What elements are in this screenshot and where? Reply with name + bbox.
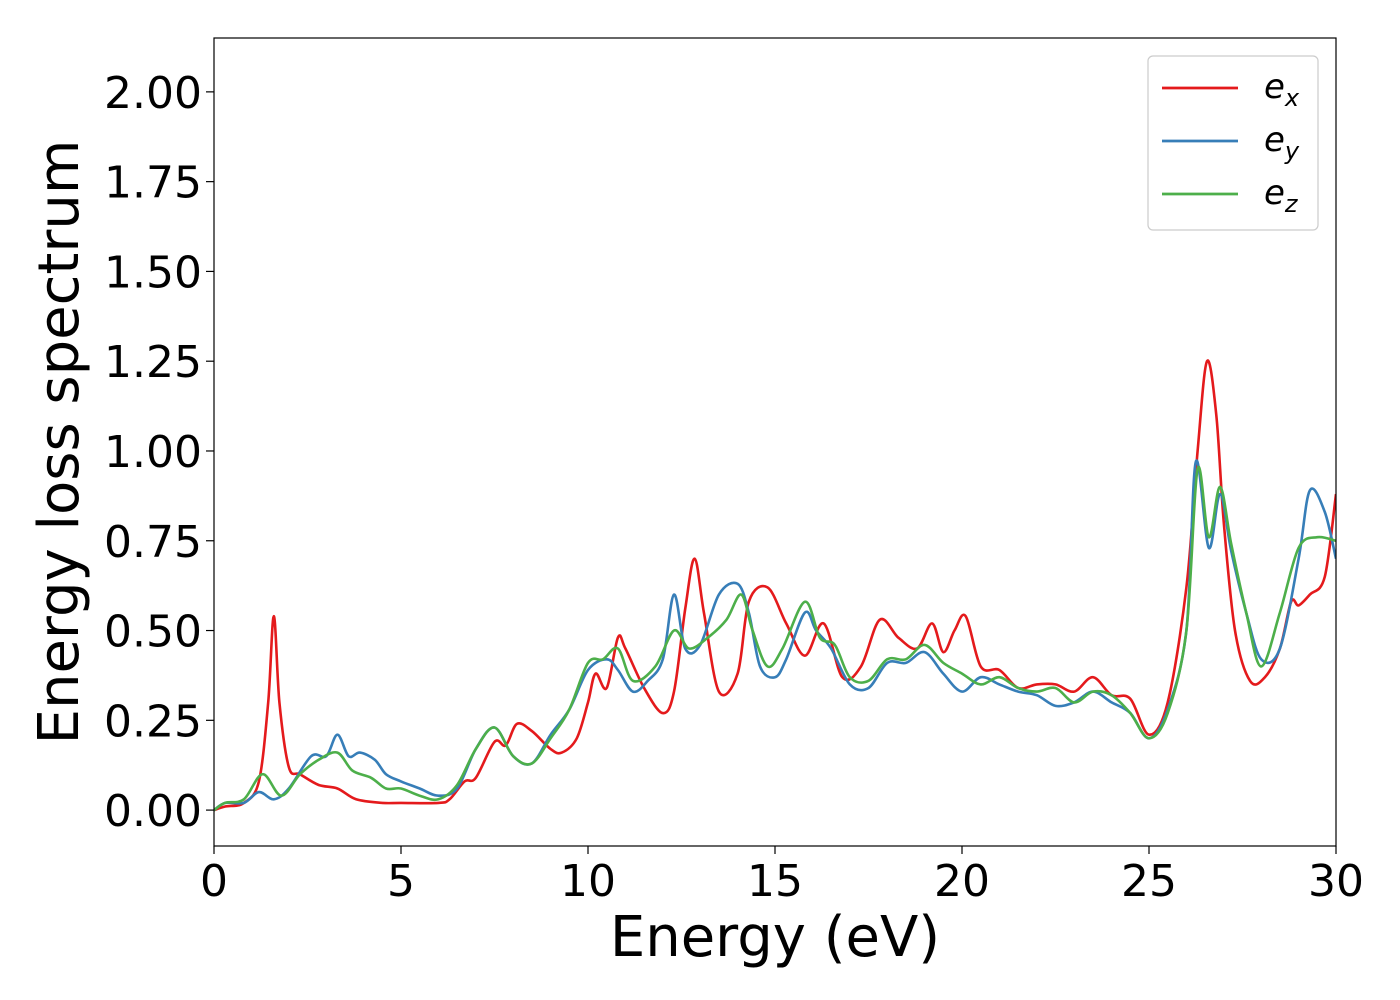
legend-label: ez xyxy=(1264,173,1299,218)
y-tick-label: 1.75 xyxy=(104,158,202,209)
x-tick-label: 0 xyxy=(200,856,228,907)
legend-label: ex xyxy=(1264,67,1300,112)
series-layer xyxy=(214,359,1336,812)
legend-item-y: ey xyxy=(1162,120,1300,165)
x-axis: 0 5 10 15 20 25 30 xyxy=(200,846,1364,907)
x-tick-label: 15 xyxy=(747,856,803,907)
y-tick-label: 1.50 xyxy=(104,247,202,298)
legend-item-x: ex xyxy=(1162,67,1300,112)
y-tick-label: 2.00 xyxy=(104,68,202,119)
legend-item-z: ez xyxy=(1162,173,1299,218)
legend-box xyxy=(1147,55,1319,231)
y-tick-label: 0.25 xyxy=(104,696,202,747)
y-tick-label: 0.50 xyxy=(104,607,202,658)
y-tick-label: 1.25 xyxy=(104,337,202,388)
x-tick-label: 20 xyxy=(934,856,990,907)
x-axis-title: Energy (eV) xyxy=(610,905,940,970)
y-axis: 0.00 0.25 0.50 0.75 1.00 1.25 1.50 1.75 2.00 xyxy=(104,68,214,837)
y-tick-label: 0.75 xyxy=(104,517,202,568)
x-tick-label: 5 xyxy=(387,856,415,907)
x-tick-label: 25 xyxy=(1121,856,1177,907)
y-tick-label: 0.00 xyxy=(104,786,202,837)
series-line-z xyxy=(214,465,1336,812)
y-tick-label: 1.00 xyxy=(104,427,202,478)
legend: ex ey ez xyxy=(1147,55,1319,231)
x-tick-label: 30 xyxy=(1308,856,1364,907)
series-line-x xyxy=(214,359,1336,812)
legend-label: ey xyxy=(1264,120,1300,165)
y-axis-title: Energy loss spectrum xyxy=(27,140,92,745)
x-tick-label: 10 xyxy=(560,856,616,907)
